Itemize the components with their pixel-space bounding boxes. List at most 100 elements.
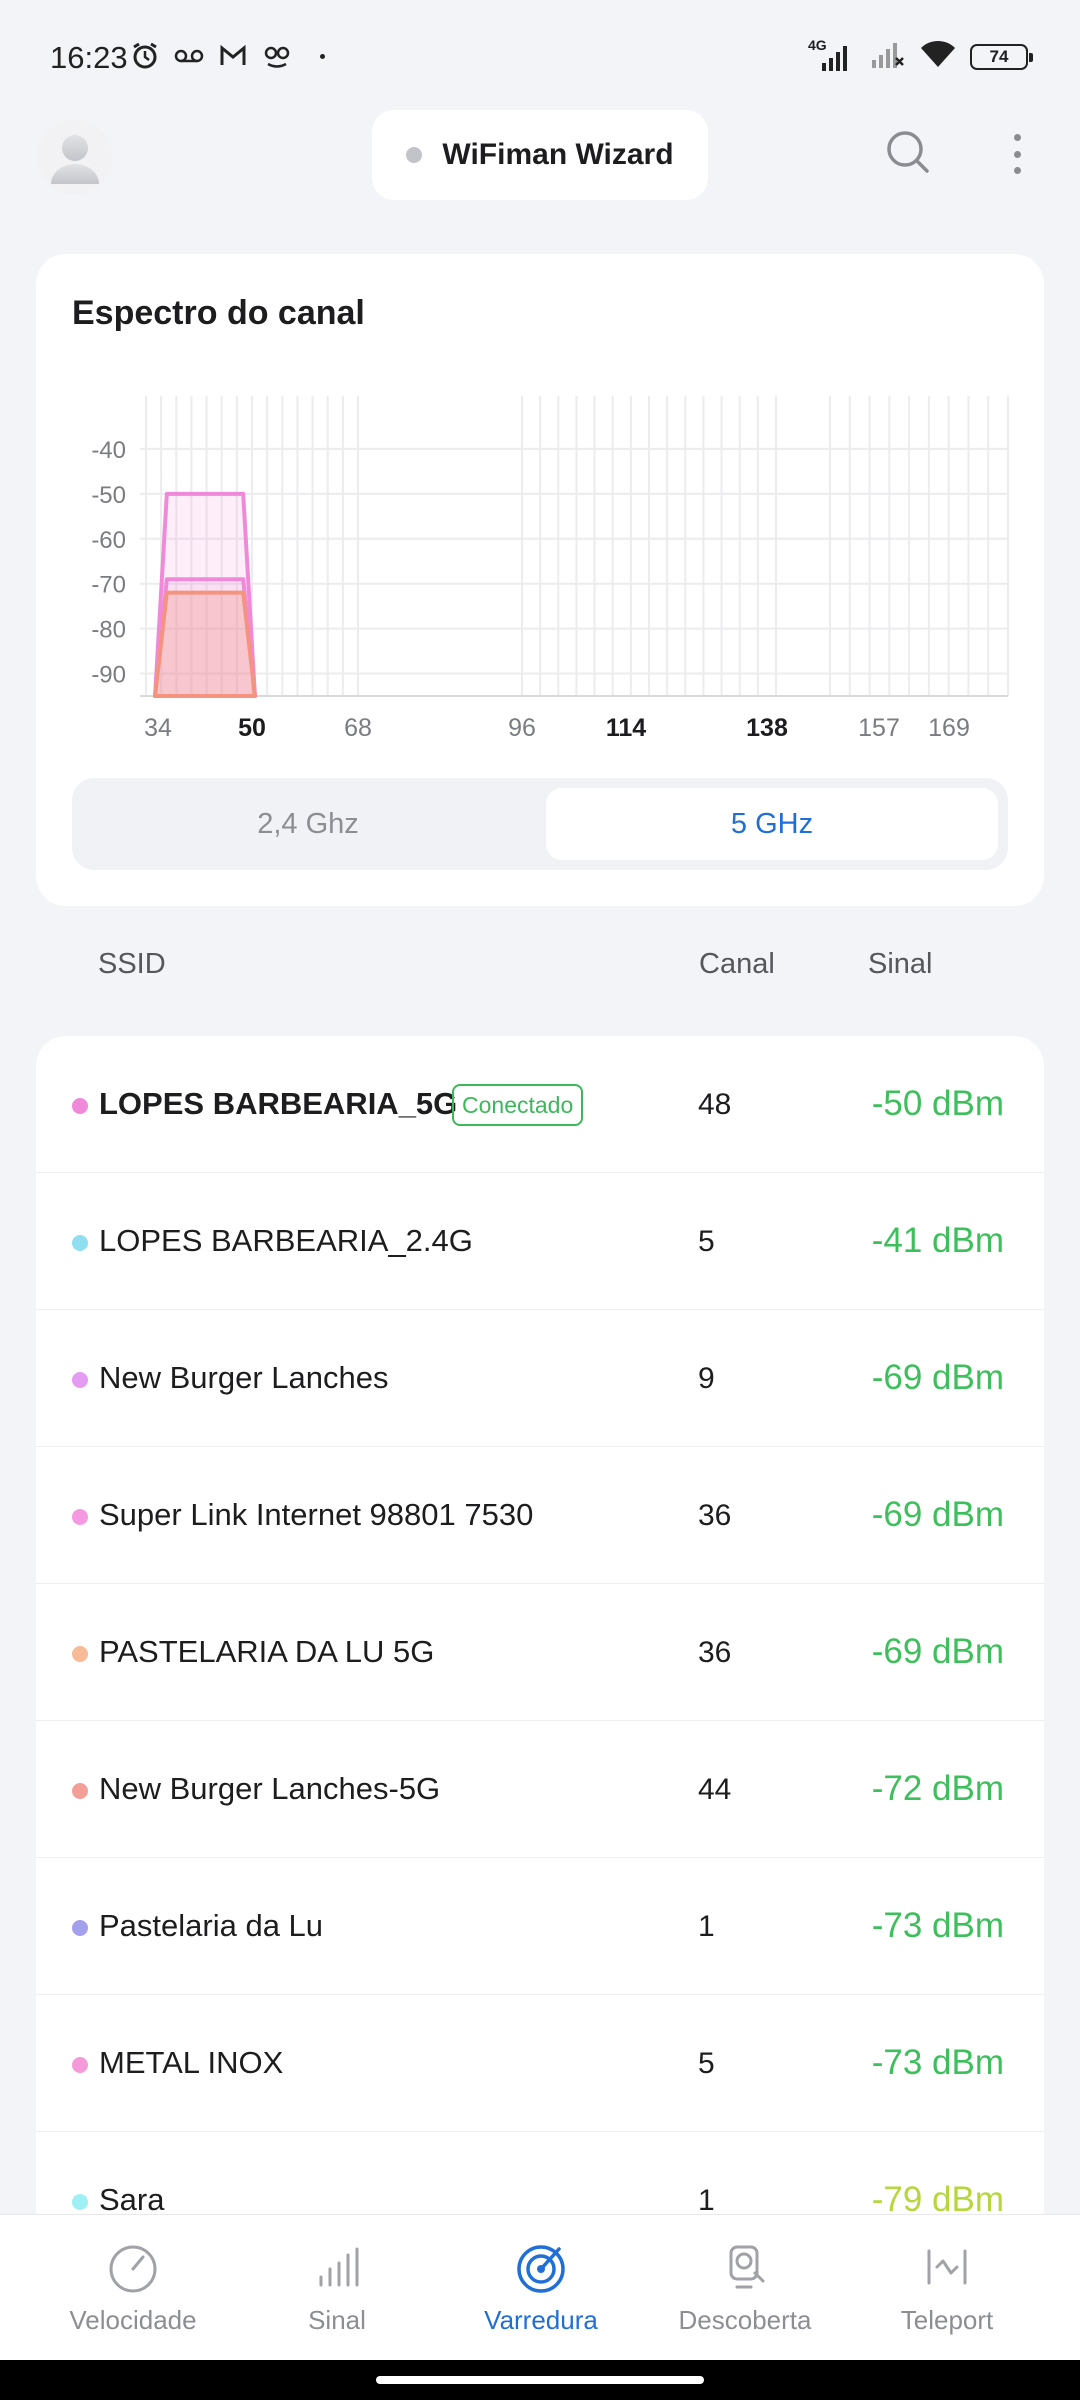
network-signal: -41 dBm bbox=[871, 1221, 1004, 1260]
network-ssid: New Burger Lanches-5G bbox=[99, 1771, 441, 1806]
network-row[interactable]: New Burger Lanches 9 -69 dBm bbox=[36, 1310, 1044, 1447]
teleport-icon bbox=[927, 2249, 967, 2285]
nav-label: Teleport bbox=[900, 2305, 994, 2335]
connection-status-dot bbox=[406, 147, 423, 163]
network-row[interactable]: New Burger Lanches-5G 44 -72 dBm bbox=[36, 1721, 1044, 1858]
notification-icons bbox=[130, 42, 325, 70]
nav-varredura[interactable]: Varredura bbox=[441, 2239, 641, 2349]
network-channel: 5 bbox=[698, 1225, 715, 1258]
network-row[interactable]: PASTELARIA DA LU 5G 36 -69 dBm bbox=[36, 1584, 1044, 1721]
battery-indicator: 74 bbox=[970, 43, 1033, 70]
x-tick-label: 50 bbox=[238, 714, 266, 742]
network-ssid: LOPES BARBEARIA_2.4G bbox=[99, 1223, 473, 1258]
wifi-icon bbox=[918, 38, 958, 75]
nav-descoberta[interactable]: Descoberta bbox=[645, 2239, 845, 2349]
network-signal: -79 dBm bbox=[871, 2180, 1004, 2216]
signal-column-header[interactable]: Sinal bbox=[868, 948, 933, 980]
network-signal: -73 dBm bbox=[871, 1906, 1004, 1945]
y-tick-label: -90 bbox=[91, 662, 126, 689]
nav-label: Descoberta bbox=[678, 2305, 812, 2335]
network-type: 4G bbox=[808, 36, 827, 53]
app-title: WiFiman Wizard bbox=[442, 138, 674, 171]
band-2-4ghz-tab[interactable]: 2,4 Ghz bbox=[257, 807, 359, 840]
app-notification-icon bbox=[262, 42, 292, 70]
user-avatar-icon bbox=[38, 120, 112, 194]
y-tick-label: -80 bbox=[91, 617, 126, 644]
network-color-dot bbox=[72, 1920, 88, 1936]
no-signal-icon bbox=[866, 38, 906, 75]
channel-column-header[interactable]: Canal bbox=[699, 948, 775, 980]
x-tick-label: 96 bbox=[508, 714, 536, 742]
list-column-headers: SSID Canal Sinal bbox=[0, 940, 1080, 990]
discovery-icon bbox=[729, 2245, 765, 2289]
ssid-column-header[interactable]: SSID bbox=[98, 948, 166, 980]
network-channel: 36 bbox=[698, 1636, 732, 1669]
channel-spectrum-card: Espectro do canal -40 -50 -60 -70 -80 -90 34 50… bbox=[36, 254, 1044, 906]
x-tick-label: 68 bbox=[344, 714, 372, 742]
network-channel: 44 bbox=[698, 1773, 732, 1806]
search-button[interactable] bbox=[884, 128, 932, 176]
y-tick-label: -70 bbox=[91, 572, 126, 599]
system-icons: 4G 74 bbox=[808, 37, 1033, 75]
network-signal: -69 dBm bbox=[871, 1358, 1004, 1397]
network-color-dot bbox=[72, 1509, 88, 1525]
network-row[interactable]: Pastelaria da Lu 1 -73 dBm bbox=[36, 1858, 1044, 1995]
band-5ghz-tab[interactable]: 5 GHz bbox=[546, 788, 998, 860]
channel-spectrum-chart: -40 -50 -60 -70 -80 -90 34 50 68 96 114 138 157 169 bbox=[91, 396, 1009, 742]
band-selector: 2,4 Ghz 5 GHz bbox=[72, 778, 1008, 870]
avatar[interactable] bbox=[38, 120, 112, 194]
network-signal: -69 dBm bbox=[871, 1632, 1004, 1671]
network-color-dot bbox=[72, 1783, 88, 1799]
more-notifications-dot bbox=[320, 53, 325, 59]
nav-label: Velocidade bbox=[69, 2305, 197, 2335]
more-menu-button[interactable] bbox=[1000, 128, 1034, 180]
network-color-dot bbox=[72, 1098, 88, 1114]
network-color-dot bbox=[72, 1372, 88, 1388]
signal-trapezoid bbox=[153, 590, 257, 698]
network-ssid: Pastelaria da Lu bbox=[99, 1908, 324, 1943]
more-vertical-icon bbox=[1013, 134, 1021, 141]
gmail-icon bbox=[218, 42, 248, 70]
network-ssid: Super Link Internet 98801 7530 bbox=[99, 1497, 534, 1532]
y-tick-label: -40 bbox=[91, 437, 126, 464]
y-tick-label: -50 bbox=[91, 482, 126, 509]
network-signal: -73 dBm bbox=[871, 2043, 1004, 2082]
network-color-dot bbox=[72, 2194, 88, 2210]
network-row[interactable]: METAL INOX 5 -73 dBm bbox=[36, 1995, 1044, 2132]
card-title: Espectro do canal bbox=[72, 294, 365, 332]
network-signal: -69 dBm bbox=[871, 1495, 1004, 1534]
network-ssid: PASTELARIA DA LU 5G bbox=[99, 1634, 435, 1669]
mobile-signal-icon: 4G bbox=[808, 37, 854, 73]
network-ssid: LOPES BARBEARIA_5G bbox=[99, 1086, 458, 1121]
nav-teleport[interactable]: Teleport bbox=[847, 2239, 1047, 2349]
home-gesture-handle[interactable] bbox=[376, 2376, 704, 2384]
x-tick-label: 138 bbox=[746, 714, 788, 742]
network-row[interactable]: Super Link Internet 98801 7530 36 -69 dBm bbox=[36, 1447, 1044, 1584]
network-ssid: METAL INOX bbox=[99, 2045, 284, 2080]
y-tick-label: -60 bbox=[91, 527, 126, 554]
x-tick-label: 157 bbox=[858, 714, 900, 742]
speedometer-icon bbox=[109, 2245, 157, 2293]
app-title-pill[interactable]: WiFiman Wizard bbox=[372, 110, 708, 200]
nav-label: Sinal bbox=[308, 2305, 366, 2335]
network-channel: 1 bbox=[698, 2184, 715, 2216]
gesture-bar bbox=[0, 2360, 1080, 2400]
status-bar: 16:23 4G 74 bbox=[0, 0, 1080, 110]
x-tick-label: 169 bbox=[928, 714, 970, 742]
alarm-icon bbox=[130, 42, 160, 70]
nav-velocidade[interactable]: Velocidade bbox=[33, 2239, 233, 2349]
nav-sinal[interactable]: Sinal bbox=[237, 2239, 437, 2349]
signal-bars-icon bbox=[319, 2247, 359, 2287]
network-channel: 48 bbox=[698, 1088, 732, 1121]
network-color-dot bbox=[72, 1646, 88, 1662]
connected-badge: Conectado bbox=[452, 1084, 584, 1126]
x-tick-label: 114 bbox=[606, 714, 646, 742]
network-row[interactable]: LOPES BARBEARIA_5G Conectado 48 -50 dBm bbox=[36, 1036, 1044, 1173]
network-list: LOPES BARBEARIA_5G Conectado 48 -50 dBm LOPE… bbox=[36, 1036, 1044, 2216]
network-channel: 1 bbox=[698, 1910, 715, 1943]
network-channel: 9 bbox=[698, 1362, 715, 1395]
nav-label: Varredura bbox=[484, 2305, 598, 2335]
radar-icon bbox=[517, 2245, 565, 2293]
network-row[interactable]: LOPES BARBEARIA_2.4G 5 -41 dBm bbox=[36, 1173, 1044, 1310]
network-row[interactable]: Sara 1 -79 dBm bbox=[36, 2132, 1044, 2216]
